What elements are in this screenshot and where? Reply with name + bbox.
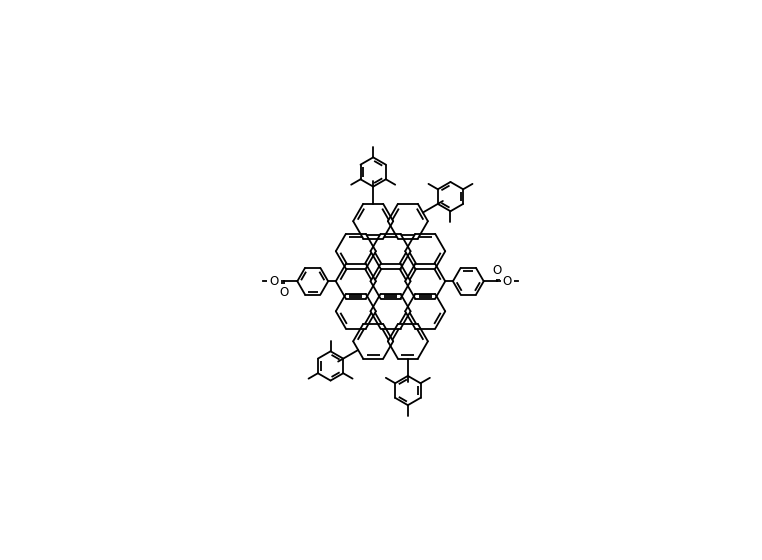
Text: O: O xyxy=(503,275,512,288)
Text: O: O xyxy=(492,264,501,277)
Text: O: O xyxy=(280,286,289,299)
Text: O: O xyxy=(269,275,278,288)
